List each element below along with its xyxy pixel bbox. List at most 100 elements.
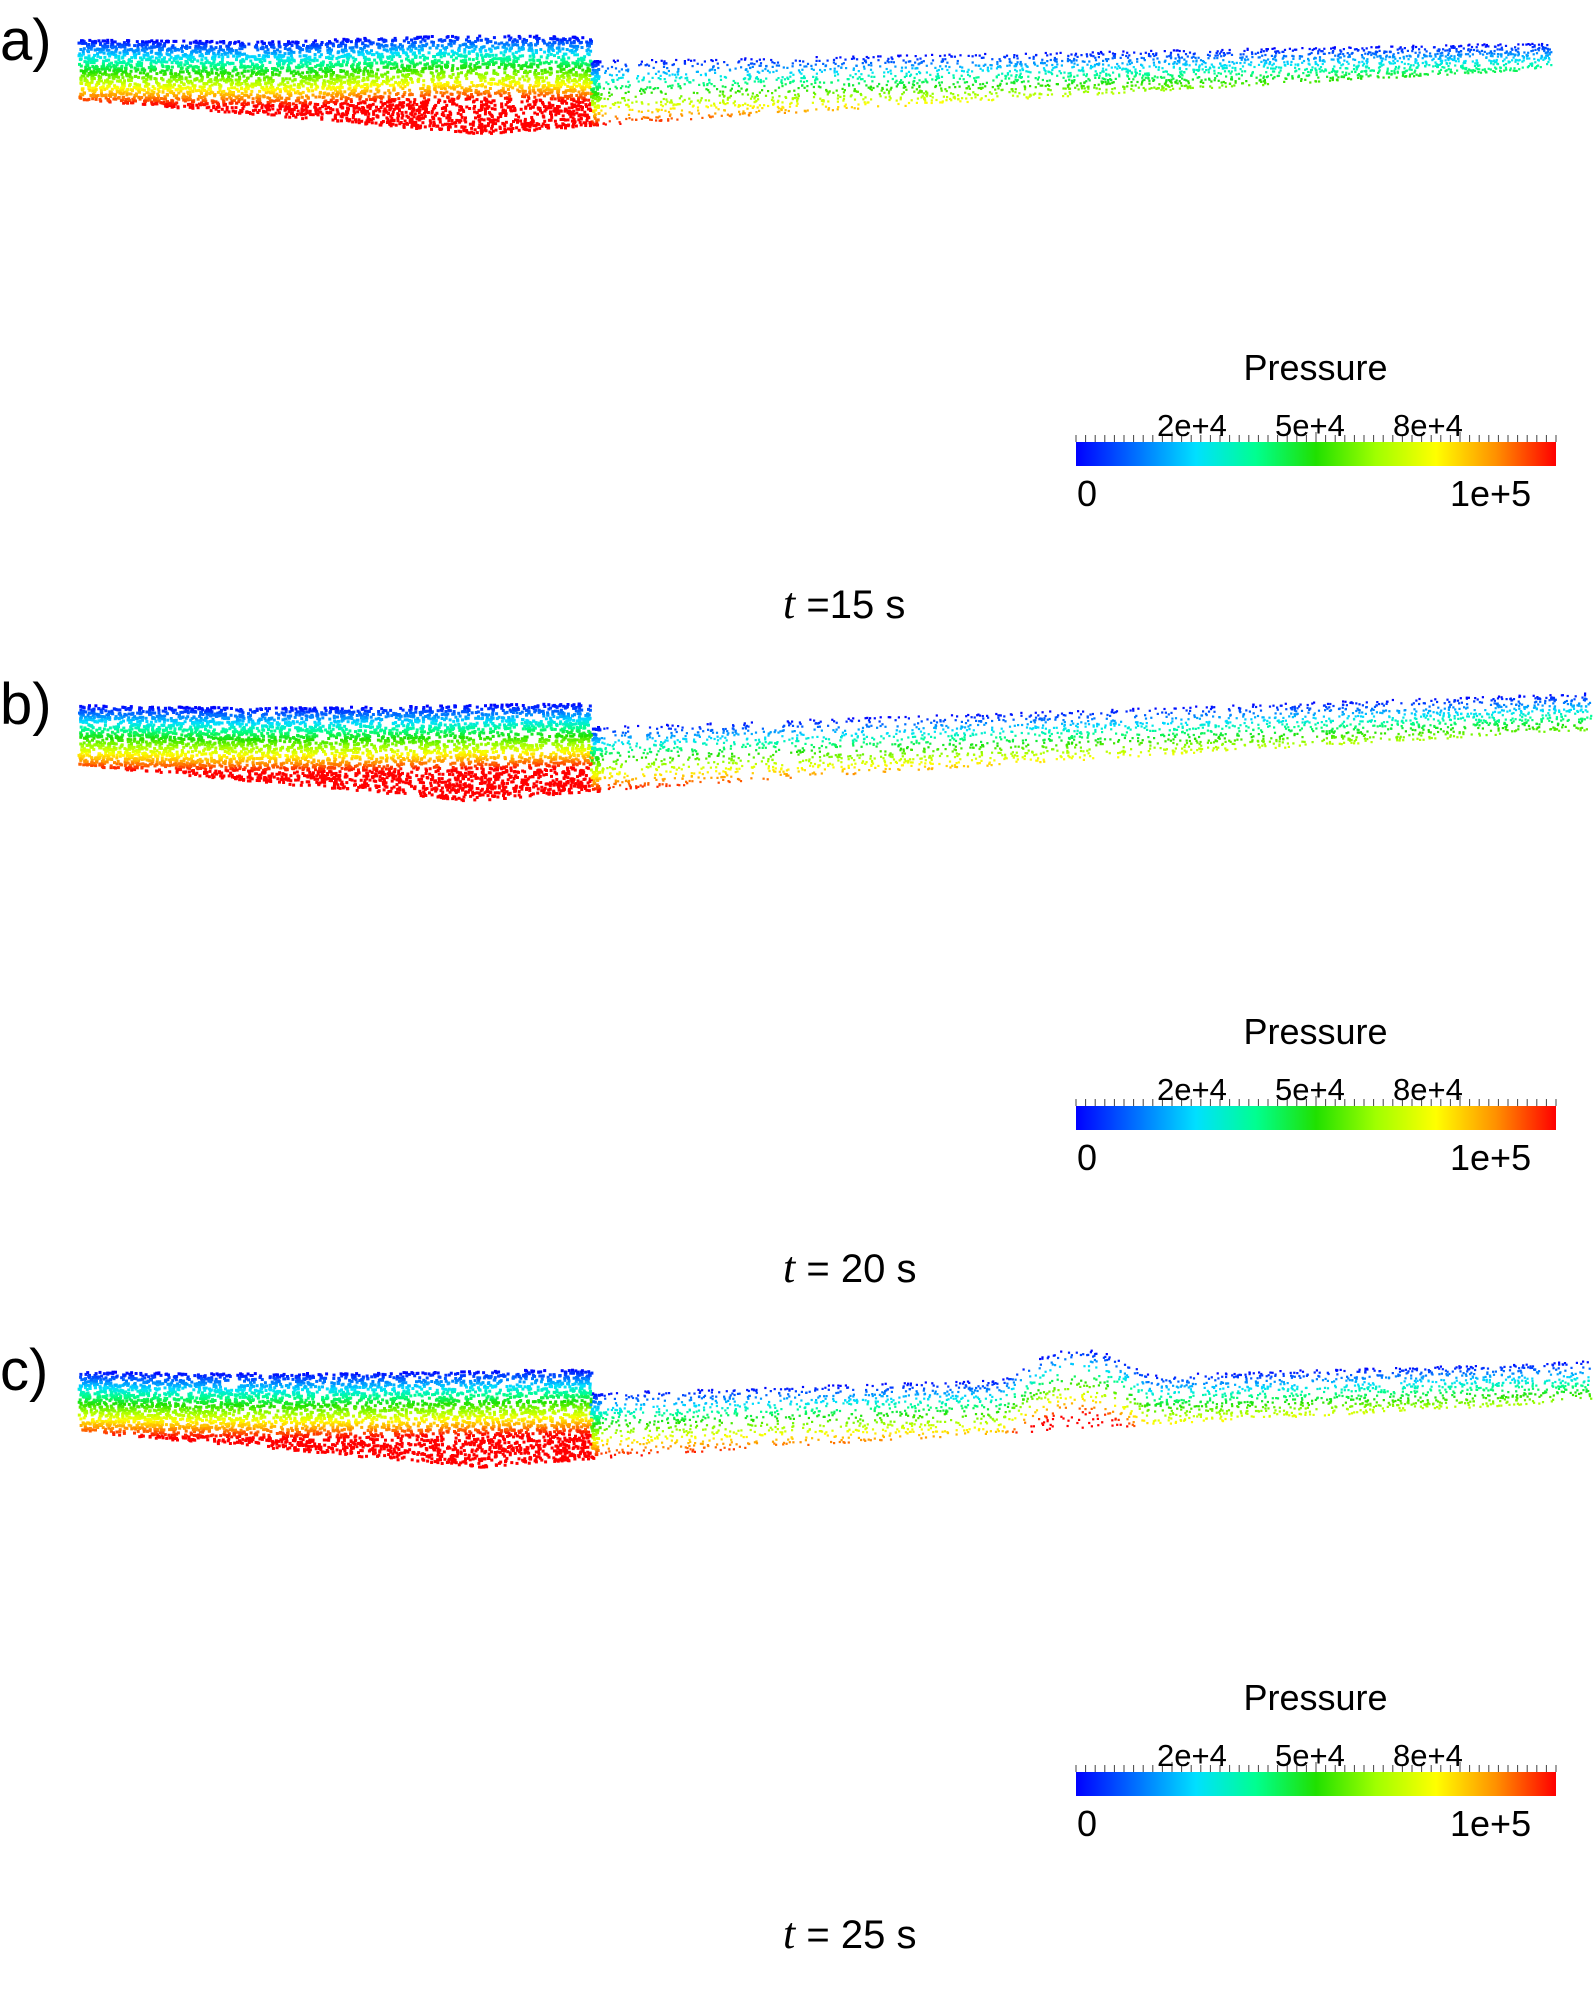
particle — [527, 77, 531, 81]
particle — [80, 39, 83, 43]
particle — [854, 90, 857, 93]
particle — [931, 92, 934, 95]
particle — [537, 82, 541, 86]
particle — [346, 57, 350, 61]
particle — [188, 75, 192, 79]
particle — [796, 98, 799, 101]
particle — [1326, 75, 1329, 78]
particle — [204, 44, 208, 48]
particle — [591, 99, 595, 103]
particle — [1355, 68, 1358, 71]
particle — [824, 105, 828, 108]
particle — [1194, 56, 1197, 59]
particle — [267, 90, 270, 94]
particle — [138, 97, 142, 101]
particle — [1300, 55, 1304, 58]
particle — [861, 62, 864, 65]
particle — [1533, 57, 1536, 61]
particle — [659, 90, 662, 93]
particle — [857, 107, 860, 110]
particle — [483, 91, 487, 95]
particle — [177, 77, 181, 81]
particle — [926, 91, 929, 94]
particle — [150, 100, 154, 104]
particle — [352, 91, 356, 95]
particle — [204, 70, 208, 73]
particle — [470, 93, 473, 96]
particle — [1006, 64, 1009, 67]
particle — [145, 47, 149, 51]
particle — [562, 67, 566, 71]
particle — [577, 114, 581, 118]
particle — [1085, 80, 1088, 83]
particle — [507, 34, 511, 38]
particle — [1392, 53, 1395, 56]
particle — [234, 106, 238, 110]
particle — [1434, 53, 1437, 56]
particle — [185, 98, 189, 102]
particle — [328, 61, 332, 65]
particle — [783, 111, 786, 114]
particle — [1032, 55, 1035, 58]
particle — [1478, 50, 1481, 53]
particle — [439, 76, 443, 80]
particle — [101, 48, 105, 52]
particle — [357, 53, 361, 57]
particle — [1155, 87, 1158, 90]
particle — [1083, 60, 1086, 63]
particle — [1139, 52, 1142, 55]
particle — [1071, 82, 1074, 85]
particle — [826, 59, 829, 62]
particle — [1489, 68, 1492, 71]
particle — [1381, 57, 1384, 60]
particle — [669, 107, 672, 110]
particle — [1265, 76, 1268, 79]
particle — [726, 102, 729, 105]
particle — [565, 60, 569, 64]
particle — [582, 81, 586, 85]
particle — [169, 79, 173, 83]
particle — [593, 113, 597, 117]
particle — [112, 69, 116, 73]
particle — [971, 83, 975, 86]
particle — [1339, 49, 1342, 52]
particle — [1162, 70, 1165, 73]
particle — [521, 40, 525, 44]
particle — [229, 51, 233, 55]
particle — [579, 123, 583, 127]
particle — [546, 70, 550, 74]
particle — [1331, 76, 1334, 79]
particle — [1330, 70, 1333, 73]
particle — [566, 118, 570, 122]
particle — [937, 68, 940, 72]
particle — [1262, 80, 1265, 83]
particle — [721, 85, 724, 88]
particle — [1468, 50, 1471, 53]
particle — [471, 123, 475, 127]
particle — [1174, 57, 1177, 60]
particle — [775, 78, 778, 81]
particle — [837, 65, 840, 68]
particle — [249, 112, 252, 116]
particle — [469, 41, 473, 45]
particle — [793, 89, 796, 92]
particle — [616, 59, 619, 62]
particle — [1509, 69, 1512, 72]
particle — [1403, 62, 1406, 65]
particle — [225, 44, 229, 48]
particle — [1354, 58, 1357, 61]
particle — [1490, 62, 1493, 65]
particle — [1201, 68, 1204, 71]
particle — [295, 45, 299, 49]
particle — [451, 34, 454, 38]
particle — [484, 85, 487, 89]
particle — [412, 107, 416, 111]
particle — [487, 100, 491, 104]
particle — [438, 120, 442, 124]
particle — [205, 106, 209, 110]
particle — [1548, 58, 1551, 61]
particle — [841, 87, 844, 90]
particle — [578, 76, 582, 80]
particle — [1076, 63, 1079, 66]
particle — [1104, 58, 1108, 61]
